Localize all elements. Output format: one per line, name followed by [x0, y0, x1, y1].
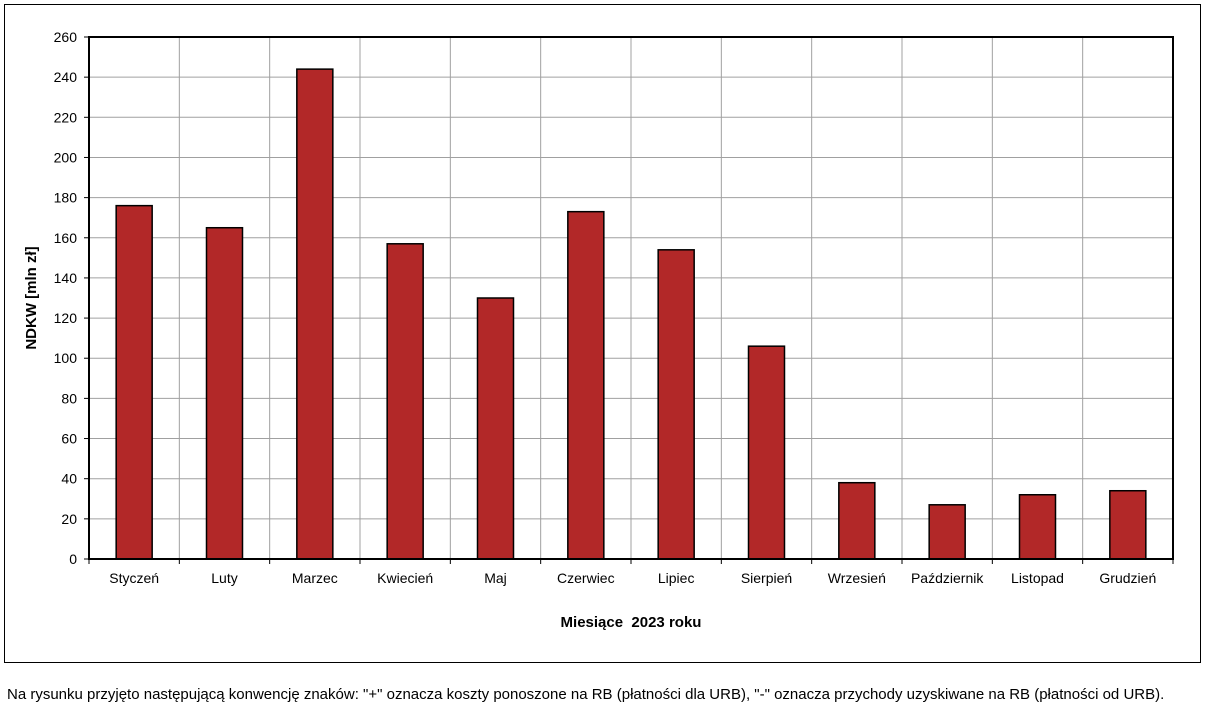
- bar-chart: 0 20 40 60 80 100 120 140 160 180 200 220 240 260 Sty…: [23, 29, 1174, 631]
- bar: [657, 249, 695, 560]
- y-tick-label: 80: [61, 390, 77, 406]
- bar: [296, 68, 334, 560]
- x-tick-label: Wrzesień: [828, 570, 886, 586]
- bar: [1018, 494, 1057, 560]
- x-tick-label: Maj: [484, 570, 507, 586]
- x-axis-ticks: Styczeń Luty Marzec Kwiecień Maj Czerwiec Lipi…: [88, 559, 1174, 586]
- y-tick-label: 60: [61, 431, 77, 447]
- y-axis-ticks: 0 20 40 60 80 100 120 140 160 180 200 220 240 260: [54, 29, 89, 567]
- y-tick-label: 20: [61, 511, 77, 527]
- x-tick-label: Styczeń: [109, 570, 159, 586]
- bar-series: [115, 68, 1147, 560]
- bar: [476, 297, 515, 560]
- y-tick-label: 180: [54, 190, 78, 206]
- bar: [205, 226, 244, 560]
- bar: [838, 481, 876, 560]
- x-tick-label: Lipiec: [658, 570, 695, 586]
- x-tick-label: Marzec: [292, 570, 338, 586]
- y-tick-label: 240: [54, 69, 78, 85]
- y-axis-label: NDKW [mln zł]: [23, 246, 40, 349]
- x-tick-label: Październik: [911, 570, 984, 586]
- footnote: Na rysunku przyjęto następującą konwencj…: [7, 686, 1165, 703]
- grid-lines: [89, 36, 1173, 560]
- y-tick-label: 220: [54, 109, 78, 125]
- y-tick-label: 160: [54, 230, 78, 246]
- y-tick-label: 200: [54, 149, 78, 165]
- y-tick-label: 100: [54, 350, 78, 366]
- bar: [928, 504, 966, 560]
- x-tick-label: Czerwiec: [557, 570, 615, 586]
- x-tick-label: Grudzień: [1099, 570, 1156, 586]
- x-tick-label: Listopad: [1011, 570, 1064, 586]
- x-tick-label: Sierpień: [741, 570, 792, 586]
- x-tick-label: Luty: [211, 570, 237, 586]
- x-tick-label: Kwiecień: [377, 570, 433, 586]
- bar: [567, 210, 605, 560]
- y-tick-label: 140: [54, 270, 78, 286]
- y-tick-label: 40: [61, 471, 77, 487]
- bar: [1109, 489, 1147, 560]
- x-axis-label: Miesiące 2023 roku: [561, 614, 702, 631]
- y-tick-label: 0: [69, 551, 77, 567]
- bar: [115, 204, 153, 560]
- y-tick-label: 120: [54, 310, 78, 326]
- y-tick-label: 260: [54, 29, 78, 45]
- bar: [747, 345, 786, 560]
- bar: [386, 243, 424, 560]
